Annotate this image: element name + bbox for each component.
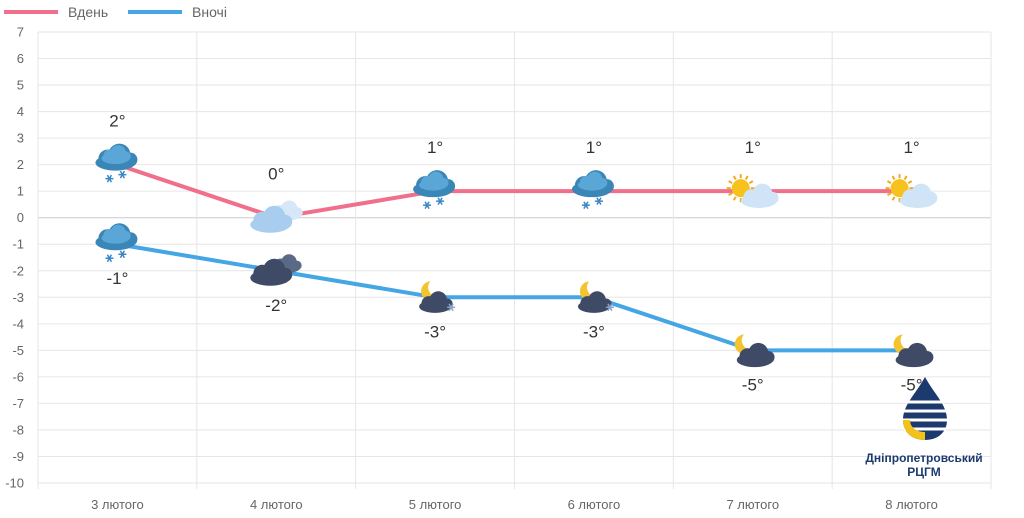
temperature-label: 1° xyxy=(427,138,443,157)
y-tick-label: 3 xyxy=(17,131,24,146)
logo-text-line2: РЦГМ xyxy=(907,465,941,479)
moon-cloud-snow-icon xyxy=(577,278,614,313)
temperature-label: 0° xyxy=(268,165,284,184)
cloud-snow-icon xyxy=(571,170,614,210)
legend[interactable]: Вдень Вночі xyxy=(4,4,227,20)
temperature-label: -5° xyxy=(742,375,764,394)
x-tick-label: 3 лютого xyxy=(91,497,144,512)
temperature-label: 1° xyxy=(903,138,919,157)
y-tick-label: -5 xyxy=(12,343,24,358)
y-tick-label: 1 xyxy=(17,184,24,199)
y-tick-label: 0 xyxy=(17,210,24,225)
dark-cloud-icon xyxy=(250,254,302,286)
y-tick-label: -1 xyxy=(12,237,24,252)
y-tick-label: 7 xyxy=(17,25,24,40)
x-tick-label: 7 лютого xyxy=(726,497,779,512)
sun-cloud-icon xyxy=(885,174,938,208)
y-tick-label: 5 xyxy=(17,78,24,93)
temperature-label: -1° xyxy=(106,269,128,288)
temperature-label: 1° xyxy=(586,138,602,157)
series-line-night xyxy=(117,242,912,353)
y-tick-label: 2 xyxy=(17,157,24,172)
temperature-label: -5° xyxy=(901,375,923,394)
logo-drop-icon xyxy=(903,377,947,440)
legend-label-night[interactable]: Вночі xyxy=(192,4,227,20)
series-line-day xyxy=(116,162,912,220)
moon-cloud-snow-icon xyxy=(419,278,456,313)
y-tick-label: -4 xyxy=(12,316,24,331)
y-tick-label: -2 xyxy=(12,263,24,278)
temperature-labels: 2° 0° 1° 1° 1° 1° -1° -2° -3° -3° -5° -5° xyxy=(106,112,922,395)
y-tick-label: -9 xyxy=(12,449,24,464)
cloud-snow-icon xyxy=(413,170,456,210)
logo-text-line1: Дніпропетровський xyxy=(865,451,982,465)
temperature-label: -2° xyxy=(265,296,287,315)
y-tick-label: 4 xyxy=(17,104,24,119)
x-tick-label: 4 лютого xyxy=(250,497,303,512)
y-axis-ticks: 7 6 5 4 3 2 1 0 -1 -2 -3 -4 -5 -6 -7 -8 -9 -10 xyxy=(5,25,24,491)
moon-cloud-icon xyxy=(734,331,775,368)
y-tick-label: 6 xyxy=(17,51,24,66)
y-tick-label: -7 xyxy=(12,396,24,411)
cloud-snow-icon xyxy=(95,143,138,183)
series-lines xyxy=(116,162,912,353)
grid xyxy=(37,31,992,489)
x-axis-ticks: 3 лютого 4 лютого 5 лютого 6 лютого 7 лютого… xyxy=(91,497,938,512)
weather-icons xyxy=(95,143,938,368)
temperature-label: -3° xyxy=(424,322,446,341)
y-tick-label: -3 xyxy=(12,290,24,305)
rcgm-logo: Дніпропетровський РЦГМ xyxy=(865,377,983,479)
sun-cloud-icon xyxy=(726,174,779,208)
x-tick-label: 6 лютого xyxy=(568,497,621,512)
x-tick-label: 8 лютого xyxy=(885,497,938,512)
y-tick-label: -10 xyxy=(5,476,24,491)
y-tick-label: -8 xyxy=(12,422,24,437)
x-tick-label: 5 лютого xyxy=(409,497,462,512)
temperature-label: 1° xyxy=(745,138,761,157)
cloudy-day-icon xyxy=(250,200,303,233)
y-tick-label: -6 xyxy=(12,369,24,384)
temperature-label: -3° xyxy=(583,322,605,341)
cloud-snow-icon xyxy=(95,223,138,263)
moon-cloud-icon xyxy=(893,331,934,368)
temperature-label: 2° xyxy=(109,112,125,131)
legend-label-day[interactable]: Вдень xyxy=(68,4,108,20)
